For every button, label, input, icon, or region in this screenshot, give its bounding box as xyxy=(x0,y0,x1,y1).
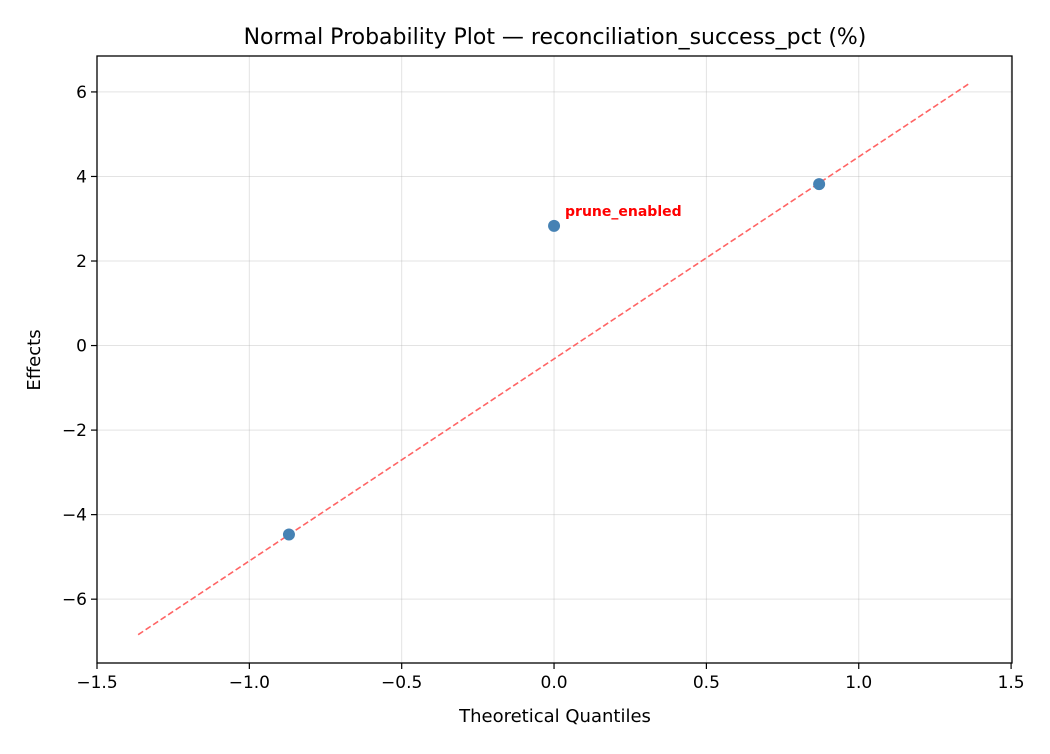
y-tick-label: −4 xyxy=(62,506,87,526)
x-tick-label: −1.5 xyxy=(76,673,117,693)
x-tick-label: 1.0 xyxy=(845,673,872,693)
reference-line-segment xyxy=(137,82,971,636)
x-axis-ticks: −1.5 −1.0 −0.5 0.0 0.5 1.0 1.5 xyxy=(76,663,1025,693)
x-tick-label: 0.0 xyxy=(541,673,568,693)
reference-line xyxy=(137,82,971,636)
y-tick-label: 2 xyxy=(76,252,87,272)
y-axis-ticks: −6 −4 −2 0 2 4 6 xyxy=(62,83,97,610)
y-tick-label: 0 xyxy=(76,337,87,357)
y-tick-label: 6 xyxy=(76,83,87,103)
x-tick-label: −1.0 xyxy=(229,673,270,693)
point-annotation: prune_enabled xyxy=(565,204,682,220)
x-tick-label: 1.5 xyxy=(998,673,1025,693)
data-point xyxy=(813,178,826,191)
y-axis-label: Effects xyxy=(24,329,45,390)
y-tick-label: 4 xyxy=(76,167,87,187)
y-tick-label: −2 xyxy=(62,421,87,441)
x-axis-label: Theoretical Quantiles xyxy=(458,706,651,727)
x-tick-label: −0.5 xyxy=(381,673,422,693)
data-point xyxy=(282,528,295,541)
y-tick-label: −6 xyxy=(62,590,87,610)
data-points: prune_enabled xyxy=(282,178,826,541)
data-point xyxy=(548,219,561,232)
chart-title: Normal Probability Plot — reconciliation… xyxy=(244,25,867,50)
x-tick-label: 0.5 xyxy=(693,673,720,693)
